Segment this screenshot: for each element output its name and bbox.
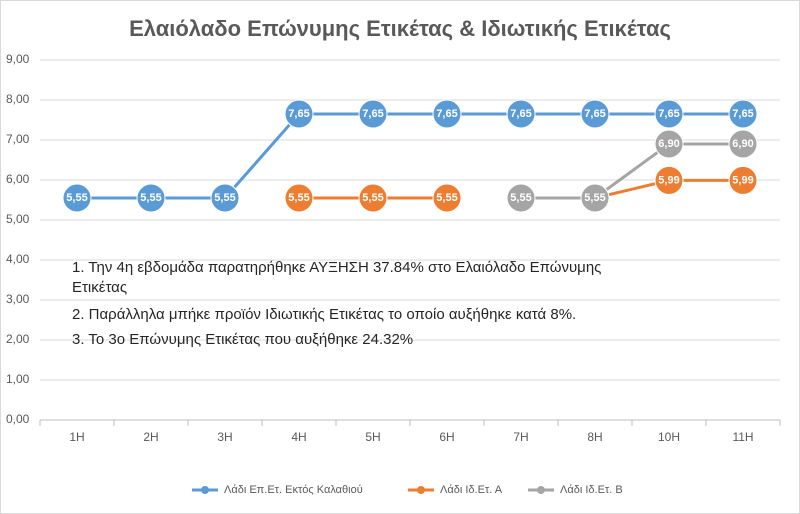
data-label: 5,55	[288, 192, 309, 204]
legend-label: Λάδι Ιδ.Ετ. Α	[440, 484, 503, 496]
data-label: 5,55	[214, 192, 235, 204]
data-label: 7,65	[436, 108, 457, 120]
legend-label: Λάδι Ιδ.Ετ. Β	[560, 484, 623, 496]
data-point	[210, 183, 240, 213]
y-tick-label: 3,00	[6, 292, 30, 306]
chart-title: Ελαιόλαδο Επώνυμης Ετικέτας & Ιδιωτικής …	[129, 16, 671, 41]
data-label: 6,90	[732, 138, 753, 150]
data-point	[432, 99, 462, 129]
data-label: 7,65	[288, 108, 309, 120]
data-point	[136, 183, 166, 213]
legend-marker	[201, 486, 209, 494]
y-tick-label: 8,00	[6, 92, 30, 106]
data-label: 5,99	[732, 174, 753, 186]
x-tick-label: 8H	[587, 430, 602, 444]
data-point	[728, 99, 758, 129]
y-tick-label: 5,00	[6, 212, 30, 226]
y-tick-label: 9,00	[6, 52, 30, 66]
data-point	[654, 99, 684, 129]
x-tick-label: 7H	[513, 430, 528, 444]
data-label: 6,90	[658, 138, 679, 150]
y-tick-label: 2,00	[6, 332, 30, 346]
x-tick-label: 3H	[217, 430, 232, 444]
y-tick-label: 4,00	[6, 252, 30, 266]
x-tick-label: 11H	[732, 430, 753, 444]
data-point	[506, 183, 536, 213]
data-label: 5,55	[584, 192, 605, 204]
annotation: Ετικέτας	[72, 279, 127, 296]
data-point	[580, 183, 610, 213]
data-label: 5,55	[66, 192, 87, 204]
data-label: 7,65	[510, 108, 531, 120]
data-point	[728, 129, 758, 159]
data-label: 7,65	[658, 108, 679, 120]
data-point	[506, 99, 536, 129]
data-point	[358, 99, 388, 129]
x-tick-label: 4H	[291, 430, 306, 444]
x-tick-label: 10H	[658, 430, 680, 444]
x-tick-label: 1H	[69, 430, 84, 444]
legend-marker	[417, 486, 425, 494]
data-label: 5,55	[140, 192, 161, 204]
data-point	[284, 99, 314, 129]
data-point	[62, 183, 92, 213]
legend-marker	[537, 486, 545, 494]
data-point	[358, 183, 388, 213]
data-label: 5,55	[436, 192, 457, 204]
data-point	[432, 183, 462, 213]
y-tick-label: 7,00	[6, 132, 30, 146]
data-point	[580, 99, 610, 129]
data-point	[728, 165, 758, 195]
series-line	[77, 112, 743, 200]
annotation: 2. Παράλληλα μπήκε προϊόν Ιδιωτικής Ετικ…	[72, 306, 576, 323]
y-tick-label: 1,00	[6, 372, 30, 386]
data-point	[654, 129, 684, 159]
data-point	[284, 183, 314, 213]
y-tick-label: 6,00	[6, 172, 30, 186]
data-label: 7,65	[732, 108, 753, 120]
data-label: 5,99	[658, 174, 679, 186]
data-label: 7,65	[584, 108, 605, 120]
data-label: 5,55	[510, 192, 531, 204]
data-point	[654, 165, 684, 195]
data-label: 5,55	[362, 192, 383, 204]
annotation: 1. Την 4η εβδομάδα παρατηρήθηκε ΑΥΞΗΣΗ 3…	[72, 259, 601, 276]
data-label: 7,65	[362, 108, 383, 120]
x-tick-label: 6H	[439, 430, 454, 444]
legend-label: Λάδι Επ.Ετ. Εκτός Καλαθιού	[224, 484, 363, 496]
y-tick-label: 0,00	[6, 412, 30, 426]
x-tick-label: 2H	[143, 430, 158, 444]
x-tick-label: 5H	[365, 430, 380, 444]
annotation: 3. Το 3ο Επώνυμης Ετικέτας που αυξήθηκε …	[72, 331, 413, 348]
series-line	[521, 142, 743, 200]
